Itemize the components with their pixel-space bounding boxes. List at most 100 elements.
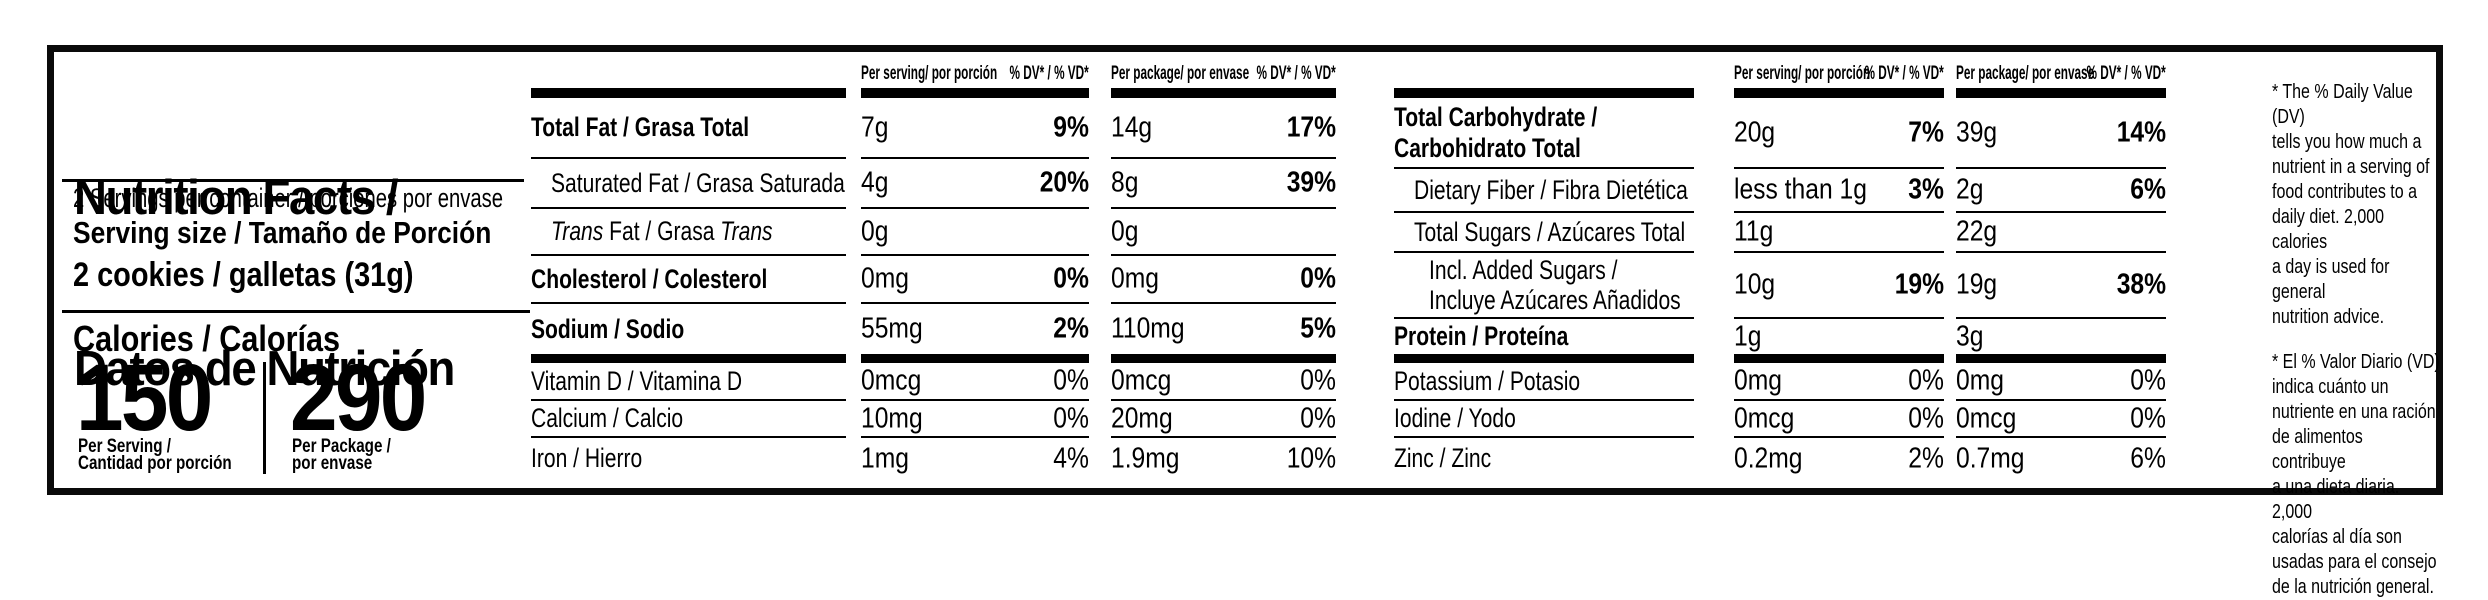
per-package-dv: 0% [1300,262,1336,295]
per-package-value: 3g [1956,320,1984,352]
per-package-header: Per package/ por envase % DV* / % VD* [1111,61,1336,98]
per-package-cell: 1.9mg 10% [1111,438,1336,479]
per-package-dv: 39% [1286,166,1336,199]
per-serving-cell: 0mcg 0% [1734,401,1944,438]
per-serving-cell: less than 1g 3% [1734,169,1944,213]
nutrient-name-cell: Dietary Fiber / Fibra Dietética [1394,169,1694,213]
per-package-cell: 8g 39% [1111,159,1336,209]
per-serving-value: 55mg [861,312,923,345]
table-row: Total Sugars / Azúcares Total 11g 22g [1394,213,2166,253]
table-row: Cholesterol / Colesterol 0mg 0% 0mg 0% [531,256,1336,304]
nutrient-name: Protein / Proteína [1394,321,1569,352]
nutrient-table-right: Per serving/ por porción % DV* / % VD* P… [1394,61,2166,479]
per-serving-cell: 0.2mg 2% [1734,438,1944,479]
calories-heading: Calories / Calorías [73,318,341,359]
per-package-cell: 0g [1111,209,1336,256]
calories-per-package-caption: Per Package / por envase [292,436,391,474]
nutrient-name-cell: Total Fat / Grasa Total [531,98,846,159]
per-serving-cell: 10g 19% [1734,253,1944,319]
table-row: Calcium / Calcio 10mg 0% 20mg 0% [531,401,1336,438]
per-package-dv: 17% [1286,111,1336,143]
per-serving-dv: 9% [1053,111,1089,143]
per-package-dv: 14% [2116,116,2166,148]
per-package-header-label: Per package/ por envase [1111,63,1250,84]
per-serving-cell: 1g [1734,319,1944,363]
table-row: Vitamin D / Vitamina D 0mcg 0% 0mcg 0% [531,363,1336,401]
table-row: Iodine / Yodo 0mcg 0% 0mcg 0% [1394,401,2166,438]
per-serving-header-label: Per serving/ por porción [861,63,998,84]
per-serving-dv: 0% [1053,364,1089,397]
per-serving-value: 0mg [1734,364,1782,397]
per-package-value: 22g [1956,215,1998,248]
per-serving-value: 0.2mg [1734,442,1803,474]
per-serving-cell: 10mg 0% [861,401,1089,438]
per-serving-dv: 2% [1053,312,1089,345]
nutrient-table-left: Per serving/ por porción % DV* / % VD* P… [531,61,1336,479]
nutrient-name-cell: Potassium / Potasio [1394,363,1694,401]
nutrient-name-header [531,61,846,98]
per-package-value: 20mg [1111,402,1173,434]
servings-per-container: 2 Servings per container / porciones por… [73,183,503,213]
per-package-dv: 38% [2116,268,2166,301]
per-serving-value: 10g [1734,268,1776,301]
per-package-cell: 2g 6% [1956,169,2166,213]
daily-value-header-label: % DV* / % VD* [1864,63,1944,84]
table-row: Iron / Hierro 1mg 4% 1.9mg 10% [531,438,1336,479]
per-serving-value: 4g [861,166,889,199]
per-package-cell: 22g [1956,213,2166,253]
nutrient-name-cell: Cholesterol / Colesterol [531,256,846,304]
per-serving-dv: 0% [1908,364,1944,397]
per-serving-cell: 0g [861,209,1089,256]
per-serving-dv: 0% [1053,402,1089,434]
nutrition-label: Nutrition Facts / Datos de Nutrición 2 S… [47,45,2443,598]
nutrient-name-cell: Incl. Added Sugars / Incluye Azúcares Añ… [1394,253,1694,319]
nutrient-name: Vitamin D / Vitamina D [531,365,743,396]
nutrient-name: Potassium / Potasio [1394,365,1581,396]
per-package-value: 2g [1956,173,1984,206]
nutrient-name: Total Carbohydrate / Carbohidrato Total [1394,102,1598,163]
daily-value-header-label: % DV* / % VD* [2086,63,2166,84]
daily-value-header-label: % DV* / % VD* [1256,63,1336,84]
per-package-cell: 0mcg 0% [1111,363,1336,401]
per-package-cell: 39g 14% [1956,98,2166,169]
per-package-dv: 6% [2130,442,2166,474]
nutrient-name: Iodine / Yodo [1394,403,1516,434]
per-package-cell: 110mg 5% [1111,304,1336,363]
per-serving-value: 11g [1734,215,1774,248]
per-package-value: 1.9mg [1111,442,1180,474]
per-serving-dv: 20% [1039,166,1089,199]
nutrient-name-cell: Vitamin D / Vitamina D [531,363,846,401]
per-package-value: 19g [1956,268,1998,301]
table-header-row: Per serving/ por porción % DV* / % VD* P… [531,61,1336,98]
per-serving-cell: 20g 7% [1734,98,1944,169]
per-serving-dv: 7% [1908,116,1944,148]
calories-divider [263,362,266,474]
per-serving-cell: 0mg 0% [861,256,1089,304]
nutrient-name: Saturated Fat / Grasa Saturada [551,167,845,198]
per-serving-value: 1g [1734,320,1762,352]
per-serving-dv: 2% [1908,442,1944,474]
nutrient-name-cell: Saturated Fat / Grasa Saturada [531,159,846,209]
serving-divider-rule [62,310,530,313]
per-package-value: 14g [1111,111,1153,143]
per-package-dv: 0% [1300,364,1336,397]
table-header-row: Per serving/ por porción % DV* / % VD* P… [1394,61,2166,98]
table-row: Total Carbohydrate / Carbohidrato Total … [1394,98,2166,169]
footnote-english: * The % Daily Value (DV) tells you how m… [2272,81,2430,328]
per-serving-cell: 7g 9% [861,98,1089,159]
nutrient-name-cell: Protein / Proteína [1394,319,1694,363]
per-serving-value: 10mg [861,402,923,434]
per-package-dv: 10% [1286,442,1336,474]
title-divider-rule [62,179,524,182]
per-package-dv: 6% [2130,173,2166,206]
table-row: Saturated Fat / Grasa Saturada 4g 20% 8g… [531,159,1336,209]
per-serving-cell: 0mg 0% [1734,363,1944,401]
per-serving-cell: 55mg 2% [861,304,1089,363]
per-package-dv: 0% [1300,402,1336,434]
per-package-value: 0g [1111,215,1139,247]
per-serving-header-label: Per serving/ por porción [1734,63,1871,84]
per-serving-header: Per serving/ por porción % DV* / % VD* [861,61,1089,98]
per-package-cell: 20mg 0% [1111,401,1336,438]
per-serving-value: 0g [861,215,889,247]
nutrient-name-header [1394,61,1694,98]
